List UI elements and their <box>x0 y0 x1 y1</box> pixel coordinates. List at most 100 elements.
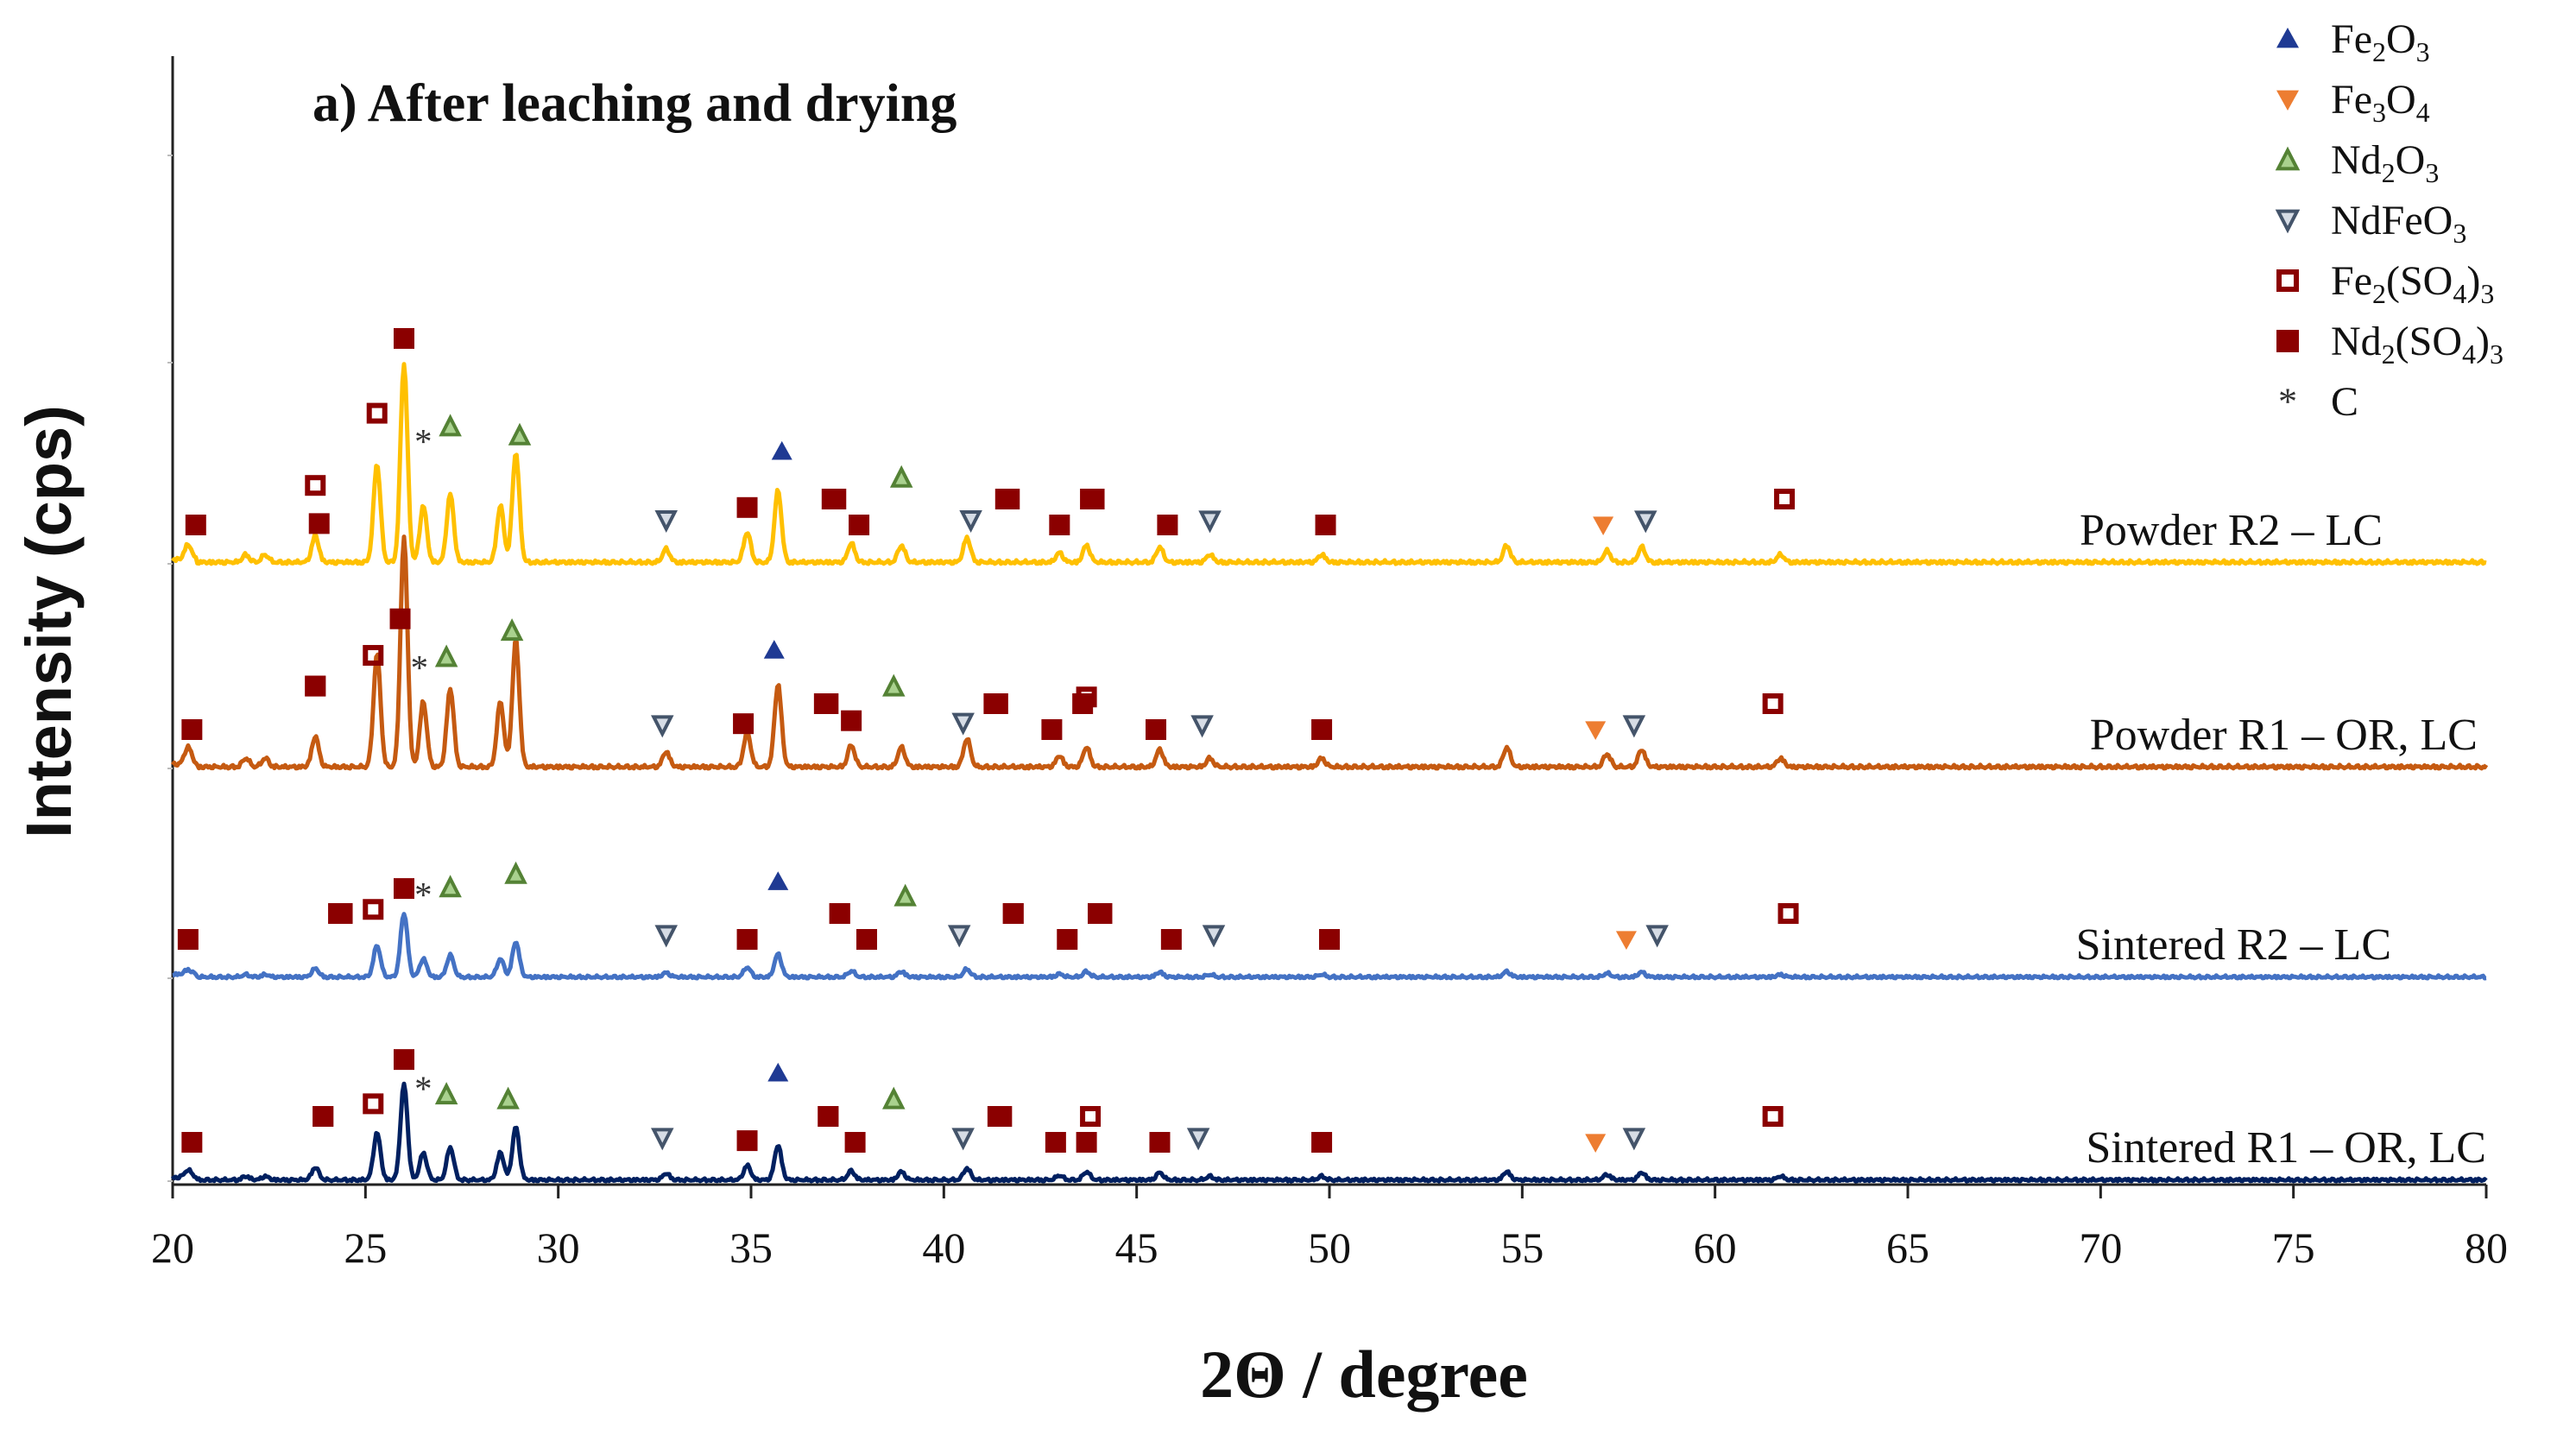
x-tick-label-35: 35 <box>729 1223 773 1272</box>
series-labels: Powder R2 – LC Powder R1 – OR, LC Sintered… <box>2076 506 2486 1173</box>
marker-triangle-down-open-96 <box>951 1128 975 1151</box>
legend-label-5-end: ) <box>2476 319 2490 364</box>
marker-square-0 <box>185 515 206 535</box>
marker-triangle-up-open-95 <box>882 1086 906 1109</box>
legend-symbol-4 <box>2276 269 2299 292</box>
legend-label-3: NdFeO3 <box>2331 198 2466 249</box>
marker-square-12 <box>825 489 847 509</box>
marker-square-56 <box>331 903 353 924</box>
marker-square-open-30 <box>363 645 384 667</box>
legend-symbol-1 <box>2276 90 2299 111</box>
x-tick-label-50: 50 <box>1308 1223 1351 1272</box>
marker-square-open-84 <box>363 1093 384 1115</box>
legend-label-1-sub1: 3 <box>2372 97 2386 128</box>
legend-symbol-3 <box>2275 209 2301 234</box>
x-tick-label-30: 30 <box>537 1223 580 1272</box>
legend-label-0-sub2: 3 <box>2416 36 2430 67</box>
marker-square-21 <box>1157 515 1178 535</box>
svg-text:*: * <box>414 876 432 914</box>
legend-label-4-name: Fe <box>2331 258 2372 304</box>
marker-triangle-up-open-33 <box>434 644 458 667</box>
legend-label-2-name: Nd <box>2331 137 2382 183</box>
x-tick-label-60: 60 <box>1694 1223 1737 1272</box>
marker-triangle-up-open-41 <box>882 673 906 697</box>
marker-square-72 <box>1057 929 1078 950</box>
x-tick-label-45: 45 <box>1115 1223 1159 1272</box>
marker-triangle-up-10 <box>771 440 792 460</box>
marker-square-20 <box>1080 489 1102 509</box>
legend-label-6: C <box>2331 379 2358 425</box>
marker-square-58 <box>394 878 414 900</box>
marker-triangle-up-open-88 <box>496 1086 520 1109</box>
marker-square-31 <box>389 608 411 629</box>
marker-triangle-up-open-68 <box>893 883 917 907</box>
marker-triangle-down-open-62 <box>654 925 678 948</box>
marker-square-open-107 <box>1762 1106 1784 1127</box>
x-tick-label-55: 55 <box>1500 1223 1544 1272</box>
marker-square-81 <box>181 1132 203 1153</box>
marker-triangle-down-open-89 <box>651 1128 674 1151</box>
marker-triangle-down-open-42 <box>951 712 975 736</box>
svg-text:*: * <box>411 648 428 687</box>
legend-label-0-mid: O <box>2386 16 2416 62</box>
marker-square-open-53 <box>1762 693 1784 714</box>
marker-square-90 <box>736 1130 758 1152</box>
legend-label-2: Nd2O3 <box>2331 137 2439 188</box>
marker-triangle-down-open-22 <box>1198 510 1222 534</box>
marker-triangle-up-64 <box>767 871 789 890</box>
legend-label-0-name: Fe <box>2331 16 2372 62</box>
marker-square-50 <box>1311 719 1333 740</box>
marker-square-67 <box>856 929 877 950</box>
chart-title: a) After leaching and drying <box>313 74 957 133</box>
legend-label-4-mid: (SO <box>2386 258 2453 304</box>
legend-label-2-mid: O <box>2396 137 2426 183</box>
marker-square-98 <box>987 1106 1008 1127</box>
marker-triangle-down-open-76 <box>1202 925 1226 948</box>
marker-square-9 <box>736 496 758 518</box>
legend-label-4-sub2: 4 <box>2453 278 2466 309</box>
x-tick-label-65: 65 <box>1886 1223 1929 1272</box>
marker-triangle-down-open-8 <box>654 510 678 534</box>
series-lines <box>170 362 2489 1184</box>
series-label-3: Sintered R1 – OR, LC <box>2086 1123 2486 1173</box>
marker-square-17 <box>999 489 1020 509</box>
marker-star-86: * <box>414 1070 432 1109</box>
legend-label-3-name: NdFeO <box>2331 198 2453 243</box>
phase-markers: * * * * <box>177 328 1799 1153</box>
series-line-2 <box>172 912 2487 981</box>
legend-label-5-sub1: 2 <box>2382 338 2396 370</box>
marker-square-23 <box>1315 515 1336 535</box>
marker-triangle-down-open-79 <box>1645 925 1669 948</box>
marker-square-18 <box>1049 515 1070 535</box>
legend-symbol-6: * <box>2278 380 2297 422</box>
marker-square-85 <box>394 1049 414 1071</box>
marker-star-32: * <box>411 648 428 687</box>
legend-label-2-sub1: 2 <box>2382 157 2396 188</box>
series-line-0 <box>171 362 2487 566</box>
legend-label-6-name: C <box>2331 379 2358 425</box>
x-axis-label: 2Θ / degree <box>1200 1337 1528 1412</box>
marker-square-39 <box>818 693 839 714</box>
marker-square-4 <box>394 328 414 349</box>
marker-square-77 <box>1319 929 1340 950</box>
legend-label-4-sub3: 3 <box>2480 278 2494 309</box>
marker-star-5: * <box>414 422 432 461</box>
marker-square-101 <box>1076 1132 1097 1153</box>
legend-label-1-name: Fe <box>2331 77 2372 123</box>
marker-triangle-up-91 <box>767 1062 789 1082</box>
marker-triangle-up-open-87 <box>434 1082 458 1105</box>
marker-square-75 <box>1160 929 1182 950</box>
x-tick-label-25: 25 <box>344 1223 387 1272</box>
legend-label-5: Nd2(SO4)3 <box>2331 319 2503 370</box>
marker-square-54 <box>177 929 199 950</box>
y-axis-label: Intensity (cps) <box>13 405 85 838</box>
marker-triangle-up-open-61 <box>504 861 527 884</box>
legend-label-1-mid: O <box>2386 77 2416 123</box>
marker-square-open-3 <box>366 402 388 424</box>
marker-square-29 <box>305 675 326 697</box>
marker-square-open-1 <box>305 475 326 496</box>
marker-square-74 <box>1088 903 1108 924</box>
svg-text:*: * <box>414 1070 432 1109</box>
x-tick-label-75: 75 <box>2272 1223 2315 1272</box>
marker-square-13 <box>849 515 870 535</box>
